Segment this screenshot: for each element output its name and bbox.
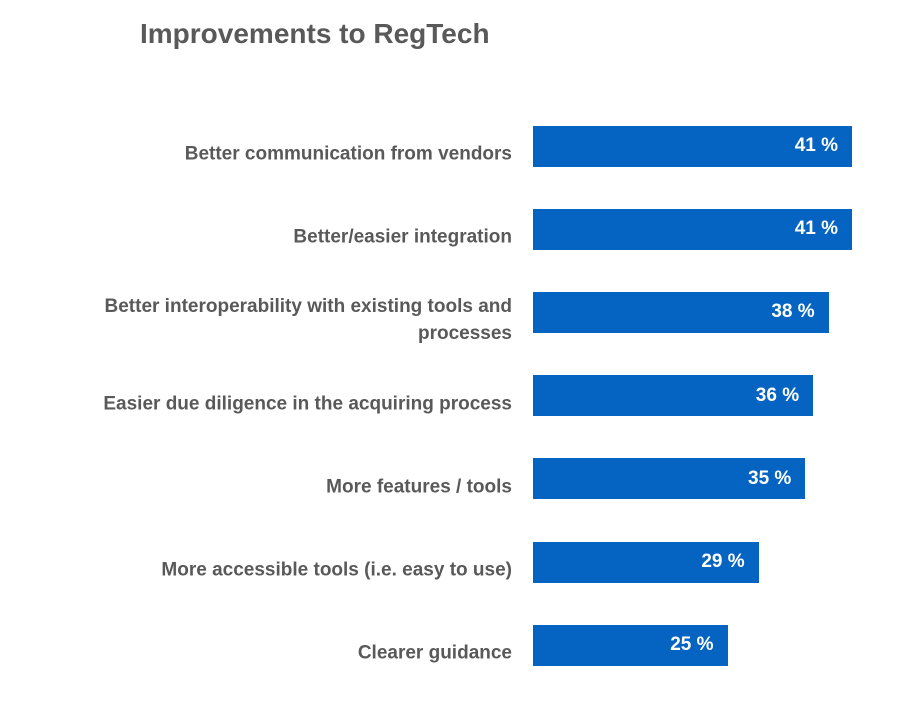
category-label: Better/easier integration [293, 226, 512, 248]
bar [533, 541, 759, 583]
value-label: 25 % [670, 634, 714, 656]
value-label: 35 % [748, 467, 792, 489]
bar [533, 458, 806, 500]
value-label: 41 % [794, 135, 838, 156]
value-label: 29 % [701, 551, 745, 572]
value-label: 38 % [771, 301, 815, 323]
category-label: More accessible tools (i.e. easy to use) [161, 559, 512, 581]
value-label: 36 % [755, 384, 800, 406]
category-label: Easier due diligence in the acquiring pr… [103, 393, 512, 415]
bar [533, 208, 852, 250]
category-label: Better interoperability with existing to… [104, 296, 513, 345]
bar [533, 375, 814, 417]
chart-title: Improvements to RegTech [140, 18, 490, 49]
category-label: Better communication from vendors [184, 143, 512, 165]
bar [533, 291, 829, 333]
category-label: Clearer guidance [357, 642, 512, 664]
value-label: 41 % [794, 218, 838, 240]
category-label: More features / tools [326, 476, 512, 498]
bar [533, 125, 852, 167]
bar [533, 624, 728, 666]
